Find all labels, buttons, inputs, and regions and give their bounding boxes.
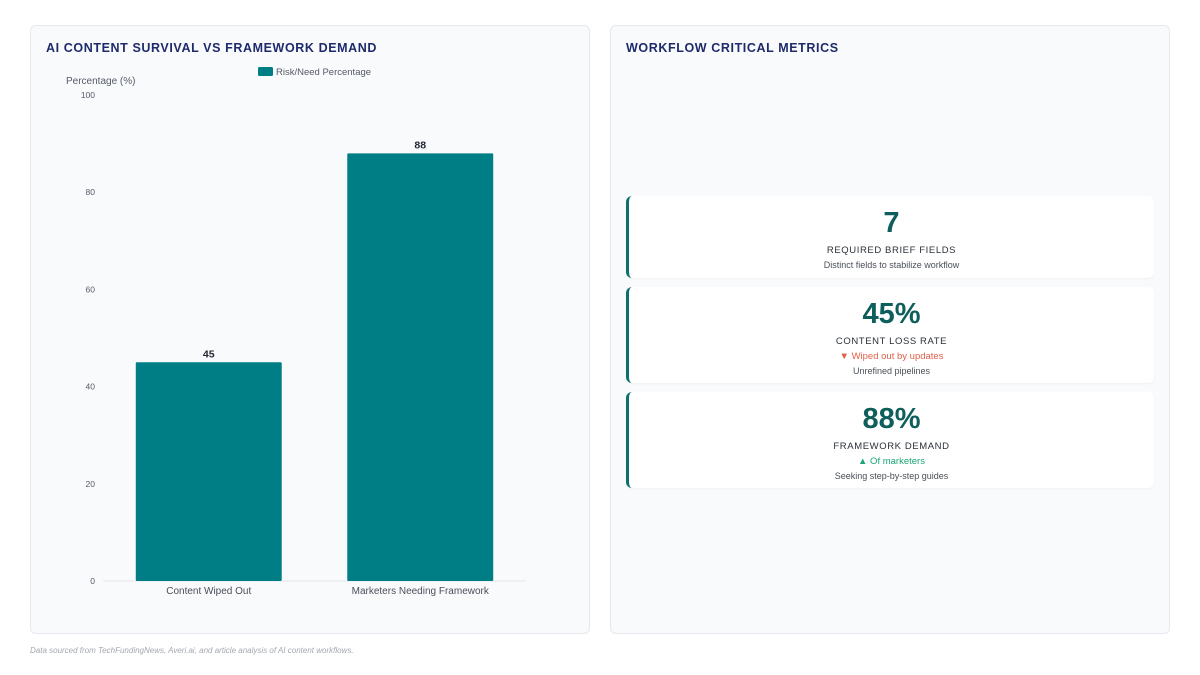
y-tick-label: 20 bbox=[86, 479, 96, 489]
bar-data-label: 45 bbox=[203, 348, 215, 360]
metrics-panel: WORKFLOW CRITICAL METRICS 7 REQUIRED BRI… bbox=[610, 25, 1170, 634]
metric-card-framework-demand: 88% FRAMEWORK DEMAND ▲ Of marketers Seek… bbox=[626, 392, 1154, 488]
legend-label: Risk/Need Percentage bbox=[276, 67, 371, 78]
metric-label: FRAMEWORK DEMAND bbox=[833, 441, 950, 452]
chart-panel: AI CONTENT SURVIVAL VS FRAMEWORK DEMAND … bbox=[30, 25, 590, 634]
chart-legend: Risk/Need Percentage bbox=[258, 67, 371, 78]
metrics-title: WORKFLOW CRITICAL METRICS bbox=[626, 41, 839, 55]
metric-value: 7 bbox=[883, 207, 900, 239]
y-tick-label: 40 bbox=[86, 382, 96, 392]
bar-chart: Risk/Need Percentage Percentage (%) 0 20 40 6… bbox=[66, 67, 526, 597]
chart-title: AI CONTENT SURVIVAL VS FRAMEWORK DEMAND bbox=[46, 41, 378, 55]
y-tick-label: 80 bbox=[86, 187, 96, 197]
metric-card-content-loss: 45% CONTENT LOSS RATE ▼ Wiped out by upd… bbox=[626, 287, 1154, 383]
y-tick-label: 100 bbox=[81, 90, 95, 100]
bar-data-label: 88 bbox=[414, 139, 426, 151]
y-tick-label: 0 bbox=[90, 576, 95, 586]
legend-swatch bbox=[258, 67, 273, 76]
bar bbox=[347, 153, 494, 581]
metric-label: REQUIRED BRIEF FIELDS bbox=[826, 245, 957, 256]
x-category-label: Marketers Needing Framework bbox=[352, 586, 490, 597]
metric-subtext: Seeking step-by-step guides bbox=[834, 471, 949, 481]
trend-down-indicator: ▼ Wiped out by updates bbox=[839, 351, 944, 362]
x-category-label: Content Wiped Out bbox=[166, 586, 251, 597]
bar bbox=[135, 362, 282, 581]
metric-card-brief-fields: 7 REQUIRED BRIEF FIELDS Distinct fields … bbox=[626, 196, 1154, 278]
trend-up-indicator: ▲ Of marketers bbox=[858, 456, 925, 467]
metric-label: CONTENT LOSS RATE bbox=[835, 336, 948, 347]
y-axis-title: Percentage (%) bbox=[66, 76, 135, 87]
metric-value: 45% bbox=[862, 298, 921, 330]
metric-subtext: Distinct fields to stabilize workflow bbox=[823, 260, 960, 270]
metric-subtext: Unrefined pipelines bbox=[852, 366, 931, 376]
y-tick-label: 60 bbox=[86, 284, 96, 294]
source-footnote: Data sourced from TechFundingNews, Averi… bbox=[30, 646, 354, 655]
metric-value: 88% bbox=[862, 403, 921, 435]
